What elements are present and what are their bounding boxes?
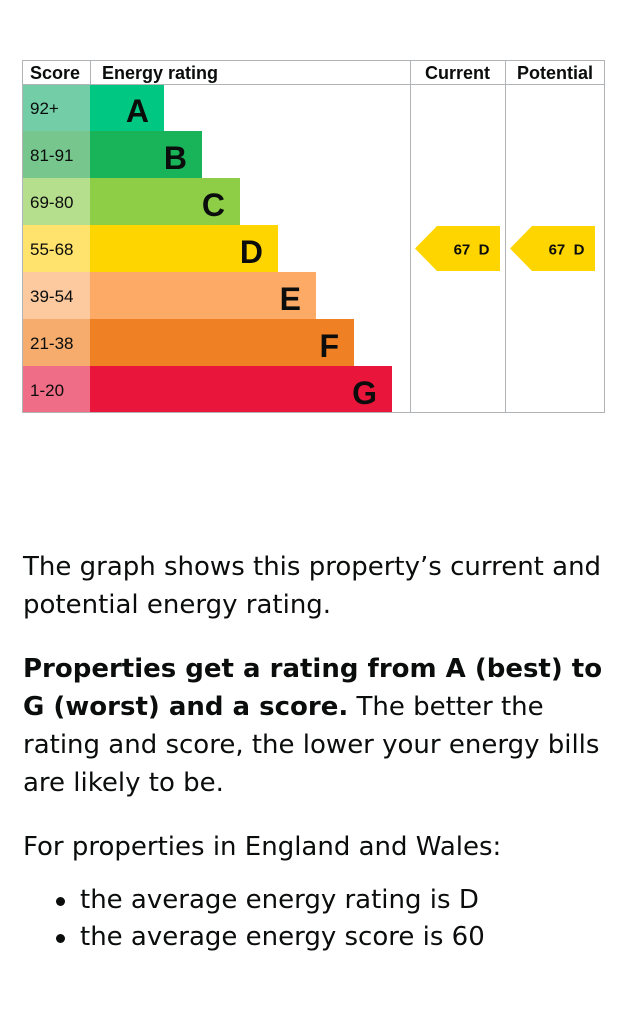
score-label-g: 1-20: [30, 381, 64, 400]
rating-bar-a: [90, 84, 164, 131]
score-cell-a: [22, 84, 90, 131]
description: The graph shows this property’s current …: [23, 548, 613, 956]
rating-letter-f: F: [319, 328, 339, 364]
potential-rating-label: 67 D: [549, 242, 585, 259]
score-cell-c: [22, 178, 90, 225]
score-label-a: 92+: [30, 99, 59, 118]
region-intro: For properties in England and Wales:: [23, 832, 502, 862]
current-rating-label: 67 D: [454, 242, 490, 259]
score-label-b: 81-91: [30, 146, 73, 165]
rating-explanation: Properties get a rating from A (best) to…: [23, 650, 613, 802]
rating-bar-d: [90, 225, 278, 272]
rating-bar-g: [90, 366, 392, 413]
list-item: the average energy rating is D: [23, 882, 613, 919]
header-score: Score: [30, 63, 80, 83]
rating-explanation-bold: Properties get a rating from A (best) to…: [23, 654, 603, 722]
score-cell-d: [22, 225, 90, 272]
epc-chart: Score Energy rating Current Potential 92+ A 81…: [22, 60, 605, 413]
header-current: Current: [425, 63, 490, 83]
list-item: the average energy score is 60: [23, 919, 613, 956]
rating-letter-a: A: [126, 93, 149, 129]
average-rating-text: the average energy rating is D: [80, 885, 479, 915]
rating-bar-f: [90, 319, 354, 366]
rating-letter-d: D: [240, 234, 263, 270]
score-label-c: 69-80: [30, 193, 73, 212]
rating-bar-e: [90, 272, 316, 319]
rating-bar-c: [90, 178, 240, 225]
rating-letter-e: E: [280, 281, 301, 317]
current-rating-arrow: [415, 226, 500, 271]
score-cell-g: [22, 366, 90, 413]
bullet-icon: [56, 934, 65, 943]
score-label-f: 21-38: [30, 334, 73, 353]
potential-rating-arrow: [510, 226, 595, 271]
score-cell-f: [22, 319, 90, 366]
rating-bar-b: [90, 131, 202, 178]
chart-border: [22, 60, 605, 413]
rating-letter-b: B: [164, 140, 187, 176]
header-energy-rating: Energy rating: [102, 63, 218, 83]
average-list: the average energy rating is D the avera…: [23, 882, 613, 956]
score-cell-b: [22, 131, 90, 178]
score-label-d: 55-68: [30, 240, 73, 259]
graph-description: The graph shows this property’s current …: [23, 552, 602, 620]
score-cell-e: [22, 272, 90, 319]
rating-letter-g: G: [352, 375, 377, 411]
bullet-icon: [56, 897, 65, 906]
rating-letter-c: C: [202, 187, 225, 223]
rating-explanation-rest: The better the rating and score, the low…: [23, 692, 600, 798]
average-score-text: the average energy score is 60: [80, 922, 485, 952]
header-potential: Potential: [517, 63, 593, 83]
score-label-e: 39-54: [30, 287, 73, 306]
